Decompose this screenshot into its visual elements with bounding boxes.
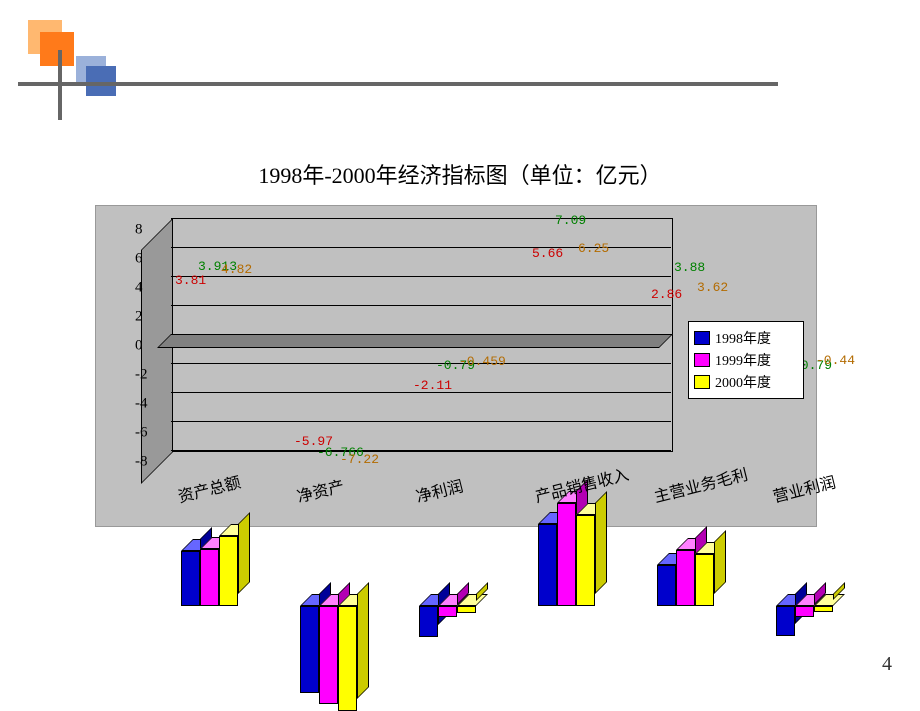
legend-swatch xyxy=(694,375,710,389)
bar-front xyxy=(695,554,714,606)
bar-front xyxy=(557,503,576,606)
legend-item: 2000年度 xyxy=(694,372,798,392)
bar-front xyxy=(576,515,595,606)
bar-front xyxy=(438,606,457,617)
bar-front xyxy=(419,606,438,637)
bar-front xyxy=(538,524,557,606)
plot: 86420-2-4-6-83.813.9134.82资产总额-5.97-6.76… xyxy=(141,218,671,478)
bar-front xyxy=(676,550,695,606)
logo-line-h xyxy=(18,82,778,86)
data-label: 3.81 xyxy=(175,273,206,288)
bar-front xyxy=(457,606,476,613)
bar-front xyxy=(776,606,795,636)
bar-side xyxy=(595,491,607,594)
legend-label: 1999年度 xyxy=(715,350,771,370)
bar-front xyxy=(814,606,833,612)
gridline xyxy=(171,218,671,219)
gridline xyxy=(171,450,671,451)
bar-side xyxy=(238,512,250,594)
legend-swatch xyxy=(694,353,710,367)
data-label: 6.25 xyxy=(578,241,609,256)
x-axis-label: 营业利润 xyxy=(770,469,838,508)
legend-label: 1998年度 xyxy=(715,328,771,348)
x-axis-label: 资产总额 xyxy=(175,469,243,508)
bar-front xyxy=(338,606,357,711)
data-label: -7.22 xyxy=(340,452,379,467)
legend-label: 2000年度 xyxy=(715,372,771,392)
data-label: -0.459 xyxy=(459,354,506,369)
bar-front xyxy=(319,606,338,704)
legend-item: 1998年度 xyxy=(694,328,798,348)
logo-line-v xyxy=(58,50,62,120)
data-label: 5.66 xyxy=(532,246,563,261)
data-label: -2.11 xyxy=(413,378,452,393)
gridline xyxy=(171,421,671,422)
logo-blue-front xyxy=(86,66,116,96)
floor xyxy=(157,334,673,348)
gridline xyxy=(171,363,671,364)
side-wall xyxy=(141,218,173,484)
x-axis-label: 净资产 xyxy=(294,472,346,507)
legend-swatch xyxy=(694,331,710,345)
data-label: 7.09 xyxy=(555,213,586,228)
gridline xyxy=(171,305,671,306)
bar-front xyxy=(300,606,319,693)
data-label: -0.44 xyxy=(816,353,855,368)
bar-side xyxy=(714,530,726,594)
data-label: 4.82 xyxy=(221,262,252,277)
chart-title: 1998年-2000年经济指标图（单位：亿元） xyxy=(0,158,920,190)
x-axis-label: 主营业务毛利 xyxy=(651,461,750,508)
x-axis-label: 净利润 xyxy=(413,472,465,507)
logo-orange-front xyxy=(40,32,74,66)
bar-front xyxy=(795,606,814,617)
bar-front xyxy=(200,549,219,606)
bar-front xyxy=(181,551,200,606)
bar-front xyxy=(219,536,238,606)
page-number: 4 xyxy=(882,653,892,676)
data-label: 2.86 xyxy=(651,287,682,302)
data-label: 3.62 xyxy=(697,280,728,295)
legend-item: 1999年度 xyxy=(694,350,798,370)
bar-side xyxy=(357,582,369,699)
data-label: 3.88 xyxy=(674,260,705,275)
chart-area: 86420-2-4-6-83.813.9134.82资产总额-5.97-6.76… xyxy=(95,205,817,527)
slide-logo xyxy=(28,20,128,100)
bar-front xyxy=(657,565,676,606)
legend: 1998年度1999年度2000年度 xyxy=(688,321,804,399)
